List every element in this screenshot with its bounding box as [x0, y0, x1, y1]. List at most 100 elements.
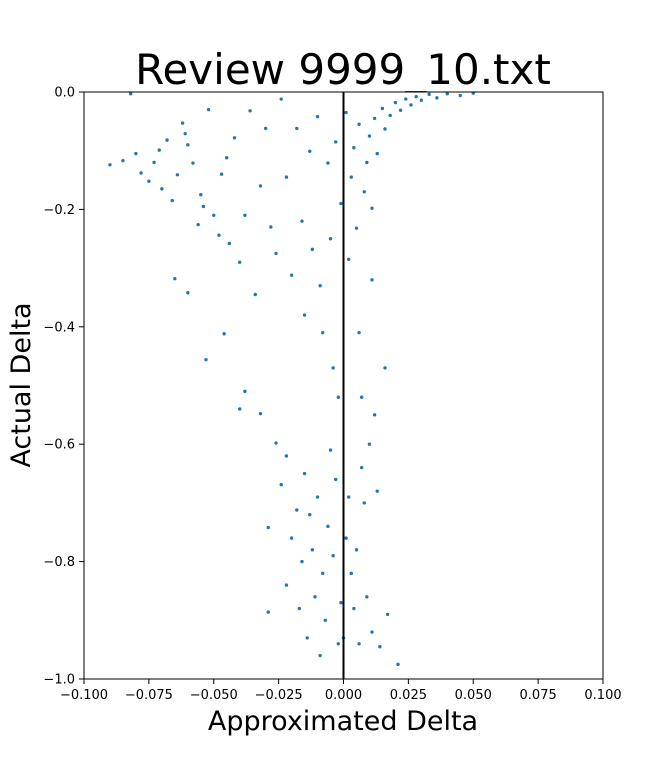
scatter-point: [243, 389, 247, 394]
scatter-point: [302, 313, 307, 317]
scatter-point: [380, 106, 385, 111]
scatter-point: [357, 642, 361, 646]
scatter-point: [279, 483, 283, 487]
scatter-point: [346, 257, 351, 261]
scatter-point: [344, 536, 348, 540]
scatter-point: [227, 241, 232, 246]
scatter-point: [344, 110, 348, 115]
scatter-point: [321, 330, 325, 335]
scatter-point: [315, 495, 320, 499]
scatter-point: [266, 525, 270, 530]
scatter-point: [409, 103, 413, 107]
scatter-point: [367, 134, 372, 138]
x-axis-title: Approximated Delta: [208, 706, 478, 737]
scatter-point: [359, 465, 364, 470]
scatter-point: [375, 489, 379, 493]
scatter-point: [222, 332, 226, 336]
scatter-point: [173, 276, 177, 281]
scatter-point: [313, 595, 317, 599]
scatter-point: [383, 127, 387, 131]
scatter-point: [258, 184, 263, 188]
scatter-point: [191, 161, 195, 165]
scatter-point: [258, 411, 263, 416]
scatter-point: [372, 413, 377, 417]
scatter-point: [134, 151, 138, 156]
scatter-point: [274, 441, 278, 445]
scatter-point: [372, 116, 377, 121]
scatter-point: [445, 92, 449, 96]
y-axis-title: Actual Delta: [6, 302, 37, 467]
scatter-point: [354, 548, 359, 552]
scatter-point: [326, 161, 330, 165]
scatter-point: [323, 618, 328, 622]
scatter-point: [199, 193, 203, 197]
points-layer: [108, 91, 475, 667]
scatter-point: [180, 121, 185, 125]
scatter-point: [217, 233, 221, 237]
scatter-point: [354, 226, 359, 230]
y-tick-label: −0.8: [43, 555, 75, 570]
scatter-point: [108, 163, 112, 167]
scatter-point: [339, 600, 343, 605]
y-tick-label: −0.4: [43, 320, 75, 335]
scatter-point: [289, 273, 294, 277]
scatter-point: [305, 636, 309, 640]
scatter-point: [334, 477, 338, 482]
scatter-point: [334, 140, 338, 144]
scatter-point: [238, 260, 242, 264]
scatter-point: [300, 219, 304, 223]
scatter-point: [295, 508, 299, 512]
scatter-point: [302, 471, 307, 476]
scatter-point: [147, 179, 151, 183]
scatter-point: [212, 213, 216, 217]
scatter-point: [370, 206, 374, 210]
scatter-point: [289, 536, 294, 540]
scatter-point: [419, 98, 424, 102]
scatter-point: [266, 610, 270, 614]
scatter-point: [263, 126, 268, 131]
plot-area: [83, 91, 604, 680]
scatter-point: [352, 606, 356, 611]
scatter-point: [388, 113, 392, 118]
scatter-point: [121, 158, 125, 163]
scatter-point: [308, 149, 312, 153]
x-tick-label: 0.000: [325, 688, 362, 703]
scatter-point: [297, 606, 302, 611]
scatter-point: [170, 198, 174, 203]
y-tick-label: 0.0: [54, 86, 75, 101]
scatter-point: [157, 148, 161, 152]
scatter-point: [367, 442, 372, 446]
x-tick-label: 0.025: [390, 688, 427, 703]
scatter-point: [349, 571, 353, 576]
scatter-point: [357, 122, 361, 126]
scatter-point: [414, 95, 418, 99]
scatter-point: [404, 97, 408, 101]
scatter-point: [339, 201, 343, 206]
scatter-point: [284, 583, 289, 587]
scatter-point: [398, 108, 403, 112]
scatter-point: [336, 642, 341, 646]
scatter-point: [274, 251, 278, 256]
scatter-point: [201, 204, 206, 209]
scatter-point: [175, 173, 180, 177]
scatter-point: [318, 653, 322, 658]
x-tick-label: −0.075: [125, 688, 173, 703]
scatter-point: [396, 662, 400, 667]
scatter-point: [243, 213, 247, 217]
y-axis: 0.0 −0.2 −0.4 −0.6 −0.8 −1.0: [43, 86, 84, 688]
scatter-point: [196, 222, 200, 227]
scatter-point: [152, 160, 156, 165]
scatter-point: [238, 407, 242, 411]
scatter-point: [165, 138, 169, 142]
scatter-point: [139, 171, 143, 175]
scatter-point: [284, 175, 289, 179]
x-axis: −0.100 −0.075 −0.050 −0.025 0.000 0.025 0.050 0…: [60, 679, 622, 703]
y-tick-label: −0.2: [43, 203, 75, 218]
scatter-point: [321, 571, 325, 576]
scatter-point: [219, 172, 224, 176]
scatter-point: [206, 107, 211, 112]
scatter-point: [359, 395, 364, 399]
scatter-point: [331, 554, 335, 558]
x-tick-label: −0.100: [60, 688, 108, 703]
